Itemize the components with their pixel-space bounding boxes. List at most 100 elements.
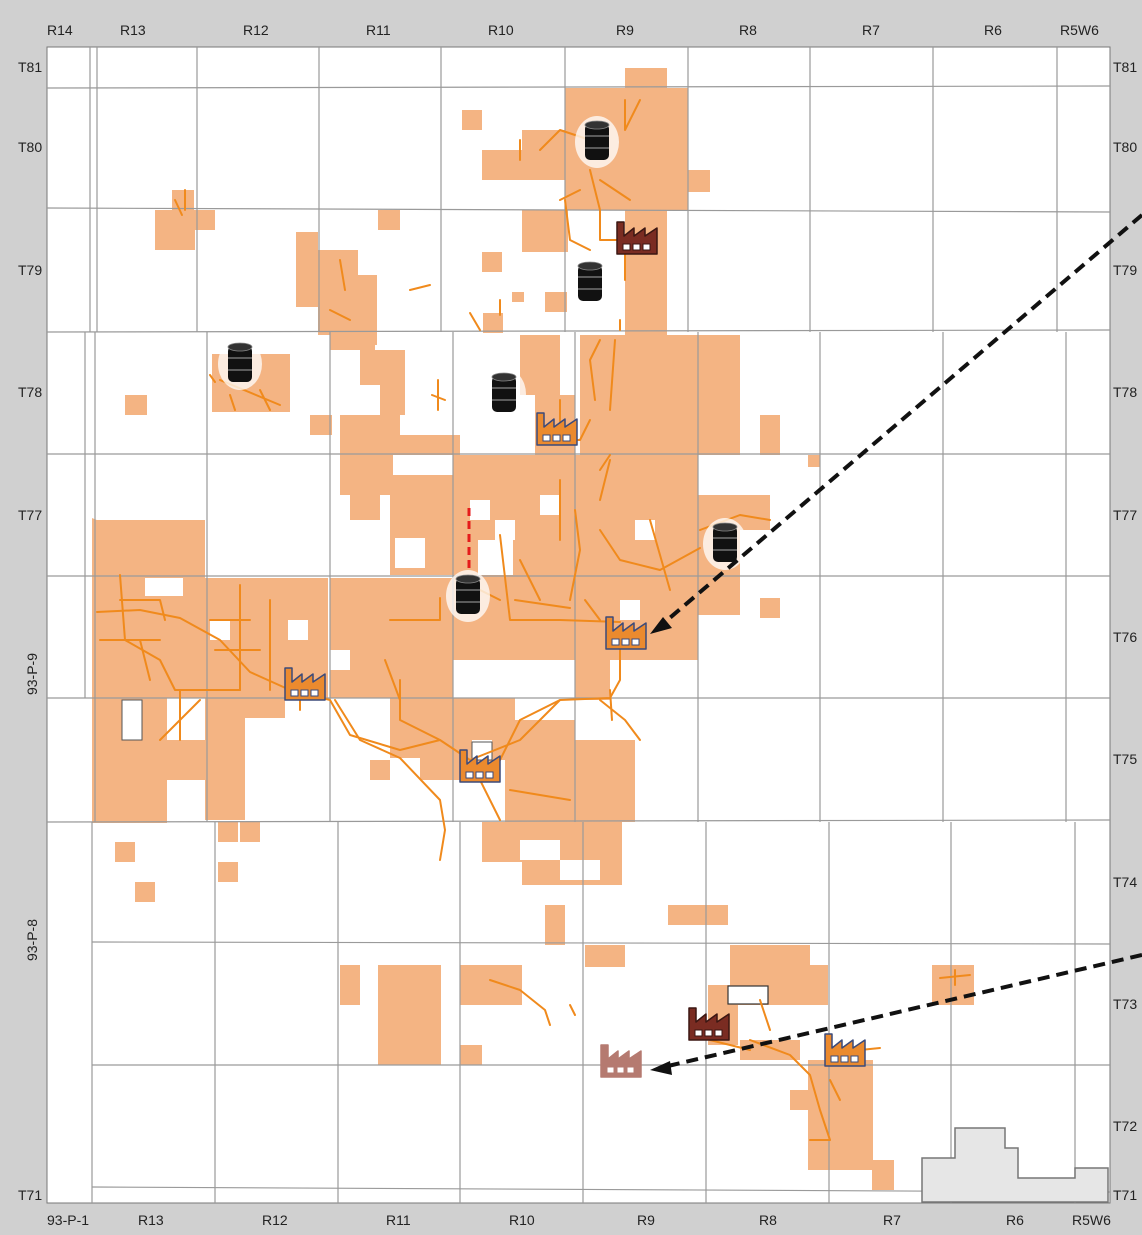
pipeline (489, 979, 576, 1026)
lease-tract (668, 905, 728, 925)
lease-tract (350, 495, 380, 520)
plant-window (631, 638, 640, 646)
left-township-label: T81 (18, 59, 43, 75)
lease-tract (155, 210, 195, 250)
oil-barrel-icon (218, 338, 262, 390)
pipeline (209, 584, 301, 711)
lease-tract (218, 862, 238, 882)
right-township-label: T77 (1113, 507, 1138, 523)
lease-tract (190, 210, 215, 230)
top-range-label: R11 (366, 22, 391, 38)
top-range-label: R12 (243, 22, 269, 38)
pipeline (96, 609, 621, 761)
pipeline (749, 1039, 831, 1141)
top-range-label: R14 (47, 22, 73, 38)
plant-window (704, 1029, 713, 1037)
left-township-label: T80 (18, 139, 43, 155)
lease-tract (760, 598, 780, 618)
top-range-label: R8 (739, 22, 757, 38)
lease-tract (580, 335, 698, 455)
top-range-label: R5W6 (1060, 22, 1099, 38)
lease-tract (355, 275, 377, 345)
lease-tract (205, 698, 245, 788)
lease-tract (125, 395, 147, 415)
gas-plant-icon (459, 749, 501, 783)
lease-tract (240, 822, 260, 842)
lease-tract (380, 385, 405, 415)
arrowhead (650, 1061, 672, 1075)
pointer-arrow (663, 213, 1142, 624)
lease-tract (522, 130, 568, 180)
barrel-top (227, 342, 253, 352)
plant-window (606, 1066, 615, 1074)
lease-tract (808, 965, 828, 1005)
lease-tract (147, 740, 207, 780)
right-township-label: T72 (1113, 1118, 1138, 1134)
right-township-label: T74 (1113, 874, 1138, 890)
bottom-range-label: R10 (509, 1212, 535, 1228)
plant-window (542, 434, 551, 442)
right-township-label: T76 (1113, 629, 1138, 645)
barrel-body (228, 346, 252, 382)
left-township-label: T79 (18, 262, 43, 278)
top-range-label: R7 (862, 22, 880, 38)
plant-window (840, 1055, 849, 1063)
bottom-range-label: R11 (386, 1212, 411, 1228)
lease-tract (135, 882, 155, 902)
plant-window (616, 1066, 625, 1074)
right-township-label: T78 (1113, 384, 1138, 400)
oil-barrel-icon (482, 368, 526, 420)
bottom-range-label: R5W6 (1072, 1212, 1111, 1228)
lease-gap (395, 538, 425, 568)
right-township-label: T79 (1113, 262, 1138, 278)
plant-window (632, 243, 641, 251)
lease-gap (540, 495, 560, 515)
plant-window (310, 689, 319, 697)
lease-tract (575, 740, 635, 820)
pipeline (119, 574, 241, 691)
bottom-range-label: R6 (1006, 1212, 1024, 1228)
barrel-body (492, 376, 516, 412)
oil-barrel-icon (575, 116, 619, 168)
plant-window (562, 434, 571, 442)
lease-gap (620, 600, 640, 620)
pipeline (329, 259, 431, 321)
bottom-range-label: R7 (883, 1212, 901, 1228)
plant-window (621, 638, 630, 646)
lease-tract (495, 720, 575, 760)
lease-tract (512, 292, 524, 302)
plant-window (552, 434, 561, 442)
top-range-label: R6 (984, 22, 1002, 38)
gas-plant-icon (605, 616, 647, 650)
lease-tract (395, 435, 460, 455)
lease-tract (378, 210, 400, 230)
barrel-top (491, 372, 517, 382)
gas-plant-icon (284, 667, 326, 701)
barrel-top (712, 522, 738, 532)
lease-gap (478, 540, 513, 575)
top-range-label: R10 (488, 22, 514, 38)
lease-gap (520, 840, 560, 860)
lease-tract (378, 965, 441, 1065)
lease-tract (520, 335, 560, 395)
lease-tract (245, 698, 285, 718)
pipeline (174, 189, 186, 216)
lease-tract (340, 455, 393, 495)
lease-tract (92, 518, 145, 578)
lease-tract (360, 350, 405, 385)
plant-window (626, 1066, 635, 1074)
township-line (91, 941, 1111, 945)
plant-window (465, 771, 474, 779)
lease-tract (482, 150, 524, 180)
unit-outline (121, 699, 143, 741)
lease-tract (740, 495, 770, 530)
reserve-area (921, 1127, 1109, 1203)
lease-tract (872, 1160, 894, 1190)
lease-tract (808, 455, 820, 467)
barrel-body (713, 526, 737, 562)
lease-gap (210, 620, 230, 640)
lease-tract (585, 945, 625, 967)
gas-plant-icon (600, 1044, 642, 1078)
oil-barrel-icon (568, 257, 612, 309)
